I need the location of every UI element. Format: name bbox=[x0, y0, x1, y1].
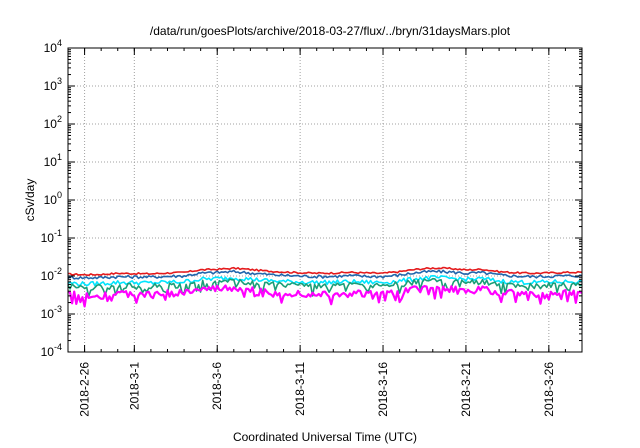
x-axis: 2018-2-26 2018-3-1 2018-3-6 2018-3-11 2018-3… bbox=[67, 48, 583, 417]
series-line-2 bbox=[67, 269, 583, 280]
x-axis-label: Coordinated Universal Time (UTC) bbox=[233, 430, 417, 444]
y-tick-label: 101 bbox=[44, 152, 62, 169]
y-tick-exponent: 4 bbox=[57, 38, 62, 48]
y-tick-label: 10-3 bbox=[41, 304, 62, 321]
series-line-1 bbox=[68, 266, 583, 277]
y-tick-label: 10-4 bbox=[41, 342, 62, 359]
y-tick-exponent: 2 bbox=[57, 114, 62, 124]
y-tick-label: 10-2 bbox=[41, 266, 62, 283]
y-tick-exponent: 0 bbox=[57, 190, 62, 200]
series-line-4 bbox=[67, 277, 583, 298]
x-tick-label: 2018-3-6 bbox=[210, 362, 224, 410]
x-tick-label: 2018-2-26 bbox=[78, 362, 92, 417]
series-group bbox=[67, 266, 583, 308]
y-tick-exponent: -3 bbox=[54, 304, 62, 314]
y-tick-label: 102 bbox=[44, 114, 62, 131]
y-tick-exponent: -1 bbox=[54, 228, 62, 238]
y-tick-exponent: 3 bbox=[57, 76, 62, 86]
x-tick-label: 2018-3-16 bbox=[376, 362, 390, 417]
series-line-3 bbox=[67, 275, 583, 287]
x-tick-label: 2018-3-21 bbox=[459, 362, 473, 417]
y-tick-label: 100 bbox=[44, 190, 62, 207]
y-tick-exponent: -2 bbox=[54, 266, 62, 276]
y-tick-label: 104 bbox=[44, 38, 62, 55]
chart-title: /data/run/goesPlots/archive/2018-03-27/f… bbox=[150, 24, 511, 38]
y-axis-label: cSv/day bbox=[23, 179, 37, 222]
y-tick-label: 10-1 bbox=[41, 228, 62, 245]
grid bbox=[68, 48, 582, 352]
y-tick-label: 103 bbox=[44, 76, 62, 93]
x-tick-label: 2018-3-11 bbox=[293, 362, 307, 416]
y-tick-exponent: -4 bbox=[54, 342, 62, 352]
x-tick-label: 2018-3-1 bbox=[127, 362, 141, 410]
series-line-5 bbox=[67, 284, 583, 308]
plot-frame bbox=[67, 47, 583, 353]
x-tick-label: 2018-3-26 bbox=[542, 362, 556, 417]
y-tick-exponent: 1 bbox=[57, 152, 62, 162]
